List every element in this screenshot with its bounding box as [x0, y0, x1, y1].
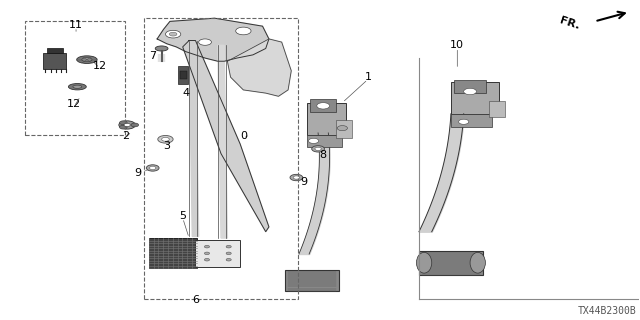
Polygon shape	[157, 18, 269, 61]
Circle shape	[226, 252, 231, 255]
Circle shape	[204, 252, 209, 255]
Circle shape	[312, 146, 324, 152]
Text: 10: 10	[451, 40, 464, 50]
Bar	[454, 80, 486, 93]
Circle shape	[226, 245, 231, 248]
Circle shape	[120, 125, 127, 129]
Bar	[419, 251, 483, 275]
Bar	[310, 100, 336, 112]
Ellipse shape	[82, 58, 92, 61]
Ellipse shape	[73, 85, 82, 88]
Text: 11: 11	[69, 20, 83, 29]
Bar	[195, 240, 240, 267]
Polygon shape	[182, 41, 269, 232]
Circle shape	[131, 123, 139, 127]
Circle shape	[308, 138, 319, 143]
Circle shape	[290, 174, 303, 181]
Bar	[145, 18, 298, 299]
Circle shape	[170, 32, 177, 36]
Ellipse shape	[68, 84, 86, 90]
Ellipse shape	[470, 252, 485, 273]
Circle shape	[150, 166, 156, 170]
Ellipse shape	[417, 252, 432, 273]
Circle shape	[166, 30, 180, 38]
Circle shape	[464, 88, 476, 95]
Circle shape	[204, 245, 209, 248]
Text: 1: 1	[364, 72, 371, 82]
Bar	[179, 71, 187, 79]
Ellipse shape	[77, 56, 97, 63]
Circle shape	[120, 121, 127, 125]
Text: 9: 9	[134, 168, 141, 178]
Polygon shape	[227, 39, 291, 96]
Circle shape	[293, 176, 300, 179]
Ellipse shape	[156, 46, 168, 51]
Bar	[47, 48, 63, 53]
Text: TX44B2300B: TX44B2300B	[577, 306, 636, 316]
Text: 5: 5	[179, 211, 186, 221]
Polygon shape	[218, 45, 227, 238]
Text: 2: 2	[122, 131, 129, 141]
Bar	[451, 114, 492, 126]
Circle shape	[317, 103, 330, 109]
Circle shape	[204, 259, 209, 261]
Bar	[489, 101, 505, 117]
Text: 7: 7	[149, 52, 156, 61]
Circle shape	[119, 121, 136, 129]
Text: 12: 12	[93, 61, 107, 71]
Circle shape	[158, 135, 173, 143]
Circle shape	[337, 125, 348, 131]
Text: 8: 8	[319, 150, 327, 160]
Text: FR.: FR.	[558, 16, 580, 32]
Circle shape	[198, 39, 211, 45]
Text: 0: 0	[240, 131, 247, 141]
Text: 6: 6	[192, 295, 199, 305]
Circle shape	[459, 119, 468, 124]
Circle shape	[315, 147, 321, 150]
Bar	[178, 66, 188, 84]
Circle shape	[147, 165, 159, 171]
Text: 12: 12	[67, 99, 81, 109]
Text: 4: 4	[182, 88, 189, 98]
Circle shape	[162, 137, 170, 141]
Polygon shape	[189, 41, 198, 236]
Bar	[285, 270, 339, 291]
Bar	[307, 103, 346, 134]
Bar	[307, 134, 342, 147]
Bar	[149, 238, 196, 268]
Bar	[25, 21, 125, 134]
Bar	[451, 82, 499, 114]
Text: 3: 3	[163, 141, 170, 151]
Bar	[336, 120, 352, 138]
Bar	[44, 53, 67, 69]
Circle shape	[226, 259, 231, 261]
Text: 9: 9	[300, 177, 308, 187]
Circle shape	[236, 27, 251, 35]
Circle shape	[124, 123, 131, 126]
